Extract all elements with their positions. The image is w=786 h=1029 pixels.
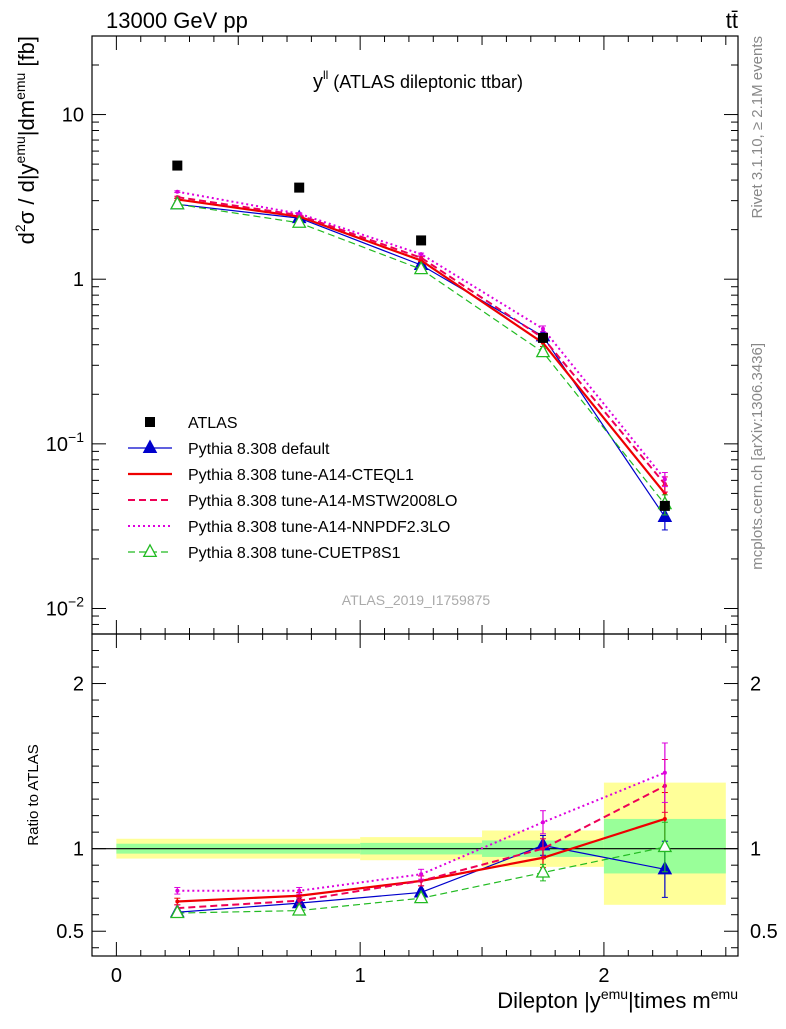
atlas-data-point [416,235,427,246]
plot-title: yll (ATLAS dileptonic ttbar) [313,68,523,93]
ratio-y-tick-label: 1 [73,839,84,861]
atlas-data-point [659,500,670,511]
main-point [662,477,667,482]
main-point [170,195,185,210]
legend-label: Pythia 8.308 tune-CUETP8S1 [188,545,401,562]
ratio-point [170,904,185,919]
ratio-point [291,902,307,916]
legend-label: Pythia 8.308 default [188,441,330,458]
side-label-bottom: mcplots.cern.ch [arXiv:1306.3436] [749,343,766,570]
ratio-point [297,893,302,898]
y-tick-label: 10 [62,105,84,127]
ratio-point [662,816,667,821]
y-tick-label: 10−1 [46,429,84,456]
ratio-point [535,864,551,878]
legend-entry: Pythia 8.308 tune-A14-NNPDF2.3LO [128,519,450,536]
ratio-line [177,771,666,892]
ratio-point [657,838,673,853]
legend-entry: ATLAS [145,415,238,432]
legend-entry: Pythia 8.308 default [128,439,330,458]
main-point [297,211,302,216]
atlas-data-point [294,182,305,193]
main-line [177,196,666,485]
main-line [177,203,666,505]
x-tick-label: 1 [355,965,366,987]
ratio-y-axis-label: Ratio to ATLAS [25,744,42,845]
legend-marker [145,417,155,427]
atlas-data-point [537,332,548,343]
ratio-series [174,742,668,895]
x-tick-label: 2 [598,965,609,987]
legend-entry: Pythia 8.308 tune-CUETP8S1 [128,543,401,562]
legend-marker [142,543,158,558]
ratio-point [297,898,302,903]
ratio-point [413,889,429,904]
ratio-y-tick-label: 0.5 [56,921,84,943]
side-label-top: Rivet 3.1.10, ≥ 2.1M events [749,36,766,219]
watermark: ATLAS_2019_I1759875 [342,592,491,608]
ratio-y-tick-label-right: 0.5 [750,921,778,943]
legend-label: Pythia 8.308 tune-A14-NNPDF2.3LO [188,519,450,536]
ratio-point [540,820,545,825]
ratio-point [175,899,180,904]
ratio-point [419,872,424,877]
y-tick-label: 10−2 [46,593,84,620]
atlas-data-point [172,160,183,171]
legend-marker [142,439,158,454]
main-point [413,260,429,275]
main-point [175,189,180,194]
main-point [419,252,424,257]
main-point [540,326,545,331]
main-point [291,214,307,228]
legend-entry: Pythia 8.308 tune-A14-MSTW2008LO [128,493,457,510]
main-point [657,508,673,522]
ratio-point [175,888,180,893]
main-point [535,343,551,358]
ratio-y-tick-label: 2 [73,674,84,696]
ratio-plot-frame [91,633,739,957]
legend-label: Pythia 8.308 tune-A14-MSTW2008LO [188,493,457,510]
ratio-point [540,846,545,851]
x-axis-label: Dilepton |yemu|times memu [497,986,738,1013]
ratio-series [170,821,673,919]
ratio-point [419,878,424,883]
ratio-y-tick-label-right: 1 [750,839,761,861]
y-tick-label: 1 [73,269,84,291]
legend-entry: Pythia 8.308 tune-A14-CTEQL1 [128,467,414,484]
main-line [177,190,666,480]
header-left: 13000 GeV pp [106,8,248,33]
ratio-point [297,888,302,893]
header-right: tt̄ [726,8,738,33]
x-tick-label: 0 [111,965,122,987]
ratio-y-tick-label-right: 2 [750,674,761,696]
main-point [419,255,424,260]
main-series [174,189,668,488]
ratio-point [662,770,667,775]
legend-label: ATLAS [188,415,238,432]
y-axis-label: d2σ / d|yemu|dmemu [fb] [12,36,39,244]
legend-label: Pythia 8.308 tune-A14-CTEQL1 [188,467,414,484]
